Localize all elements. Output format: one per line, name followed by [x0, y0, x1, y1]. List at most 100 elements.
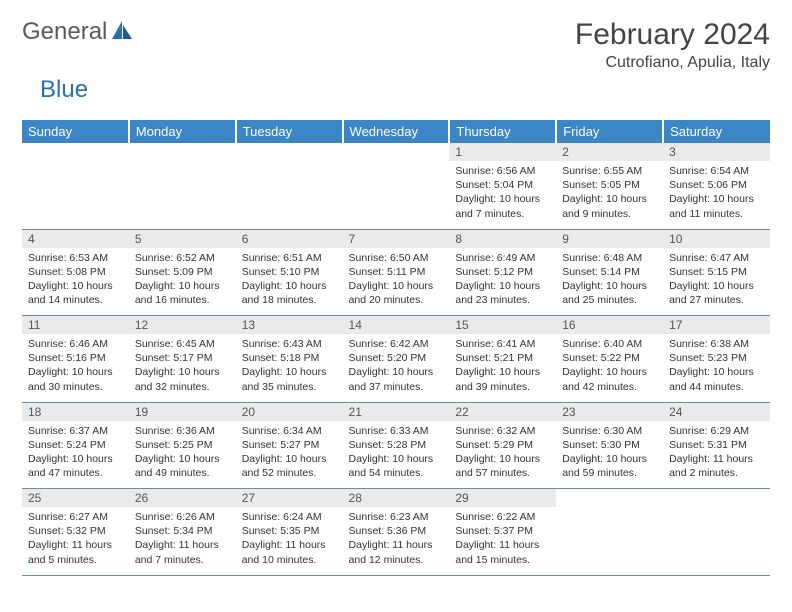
daylight-line: Daylight: 11 hours and 10 minutes.	[242, 538, 337, 566]
day-number-cell: 12	[129, 316, 236, 335]
day-number-cell: 28	[343, 489, 450, 508]
sunrise-line: Sunrise: 6:33 AM	[349, 424, 444, 438]
sunset-line: Sunset: 5:17 PM	[135, 351, 230, 365]
day-detail-cell: Sunrise: 6:56 AMSunset: 5:04 PMDaylight:…	[449, 161, 556, 229]
location: Cutrofiano, Apulia, Italy	[575, 54, 770, 72]
day-detail-cell: Sunrise: 6:27 AMSunset: 5:32 PMDaylight:…	[22, 507, 129, 575]
sunrise-line: Sunrise: 6:46 AM	[28, 337, 123, 351]
sunset-line: Sunset: 5:18 PM	[242, 351, 337, 365]
day-detail-cell: Sunrise: 6:40 AMSunset: 5:22 PMDaylight:…	[556, 334, 663, 402]
sunrise-line: Sunrise: 6:27 AM	[28, 510, 123, 524]
sunrise-line: Sunrise: 6:54 AM	[669, 164, 764, 178]
day-number-cell: 4	[22, 229, 129, 248]
day-detail-cell: Sunrise: 6:33 AMSunset: 5:28 PMDaylight:…	[343, 421, 450, 489]
day-detail-cell: Sunrise: 6:55 AMSunset: 5:05 PMDaylight:…	[556, 161, 663, 229]
day-header: Saturday	[663, 120, 770, 143]
day-detail-cell: Sunrise: 6:53 AMSunset: 5:08 PMDaylight:…	[22, 248, 129, 316]
sunrise-line: Sunrise: 6:23 AM	[349, 510, 444, 524]
day-number-cell: 2	[556, 143, 663, 161]
daylight-line: Daylight: 10 hours and 35 minutes.	[242, 365, 337, 393]
day-header: Thursday	[449, 120, 556, 143]
sunset-line: Sunset: 5:09 PM	[135, 265, 230, 279]
day-number-cell: 8	[449, 229, 556, 248]
day-detail-cell: Sunrise: 6:51 AMSunset: 5:10 PMDaylight:…	[236, 248, 343, 316]
day-detail-cell	[236, 161, 343, 229]
day-detail-cell: Sunrise: 6:46 AMSunset: 5:16 PMDaylight:…	[22, 334, 129, 402]
day-number-cell: 14	[343, 316, 450, 335]
day-detail-row: Sunrise: 6:37 AMSunset: 5:24 PMDaylight:…	[22, 421, 770, 489]
sunset-line: Sunset: 5:10 PM	[242, 265, 337, 279]
day-detail-cell: Sunrise: 6:36 AMSunset: 5:25 PMDaylight:…	[129, 421, 236, 489]
day-number-row: 2526272829	[22, 489, 770, 508]
title-block: February 2024 Cutrofiano, Apulia, Italy	[575, 18, 770, 72]
day-detail-row: Sunrise: 6:27 AMSunset: 5:32 PM Daylight:…	[22, 507, 770, 575]
day-number-cell: 26	[129, 489, 236, 508]
day-number-cell	[556, 489, 663, 508]
sunrise-line: Sunrise: 6:51 AM	[242, 251, 337, 265]
sunrise-line: Sunrise: 6:26 AM	[135, 510, 230, 524]
calendar-table: SundayMondayTuesdayWednesdayThursdayFrid…	[22, 120, 770, 576]
daylight-line: Daylight: 10 hours and 9 minutes.	[562, 192, 657, 220]
calendar-body: 123Sunrise: 6:56 AMSunset: 5:04 PMDaylig…	[22, 143, 770, 575]
sunrise-line: Sunrise: 6:45 AM	[135, 337, 230, 351]
day-detail-row: Sunrise: 6:53 AMSunset: 5:08 PM Daylight:…	[22, 248, 770, 316]
day-number-cell	[343, 143, 450, 161]
daylight-line: Daylight: 10 hours and 47 minutes.	[28, 452, 123, 480]
daylight-line: Daylight: 10 hours and 18 minutes.	[242, 279, 337, 307]
day-detail-cell: Sunrise: 6:41 AMSunset: 5:21 PMDaylight:…	[449, 334, 556, 402]
day-number-row: 45678910	[22, 229, 770, 248]
day-number-cell: 22	[449, 402, 556, 421]
day-number-cell: 11	[22, 316, 129, 335]
sunset-line: Sunset: 5:08 PM	[28, 265, 123, 279]
sunrise-line: Sunrise: 6:36 AM	[135, 424, 230, 438]
sunrise-line: Sunrise: 6:56 AM	[455, 164, 550, 178]
day-detail-cell: Sunrise: 6:50 AMSunset: 5:11 PMDaylight:…	[343, 248, 450, 316]
sunrise-line: Sunrise: 6:38 AM	[669, 337, 764, 351]
sunset-line: Sunset: 5:11 PM	[349, 265, 444, 279]
sunrise-line: Sunrise: 6:52 AM	[135, 251, 230, 265]
sunrise-line: Sunrise: 6:40 AM	[562, 337, 657, 351]
sunrise-line: Sunrise: 6:29 AM	[669, 424, 764, 438]
day-header: Friday	[556, 120, 663, 143]
day-detail-row: Sunrise: 6:46 AMSunset: 5:16 PMDaylight:…	[22, 334, 770, 402]
day-detail-cell: Sunrise: 6:26 AMSunset: 5:34 PMDaylight:…	[129, 507, 236, 575]
sunrise-line: Sunrise: 6:37 AM	[28, 424, 123, 438]
sunset-line: Sunset: 5:04 PM	[455, 178, 550, 192]
sunset-line: Sunset: 5:15 PM	[669, 265, 764, 279]
daylight-line: Daylight: 10 hours and 59 minutes.	[562, 452, 657, 480]
day-detail-cell	[556, 507, 663, 575]
day-number-cell: 21	[343, 402, 450, 421]
sunset-line: Sunset: 5:23 PM	[669, 351, 764, 365]
sunset-line: Sunset: 5:12 PM	[455, 265, 550, 279]
day-number-cell	[663, 489, 770, 508]
day-number-cell: 5	[129, 229, 236, 248]
day-detail-cell	[663, 507, 770, 575]
daylight-line: Daylight: 10 hours and 42 minutes.	[562, 365, 657, 393]
sunset-line: Sunset: 5:32 PM	[28, 524, 123, 538]
daylight-line: Daylight: 10 hours and 25 minutes.	[562, 279, 657, 307]
day-header: Monday	[129, 120, 236, 143]
day-header: Sunday	[22, 120, 129, 143]
day-detail-cell: Sunrise: 6:29 AMSunset: 5:31 PMDaylight:…	[663, 421, 770, 489]
sunrise-line: Sunrise: 6:55 AM	[562, 164, 657, 178]
day-number-cell: 9	[556, 229, 663, 248]
day-number-cell: 23	[556, 402, 663, 421]
daylight-line: Daylight: 10 hours and 7 minutes.	[455, 192, 550, 220]
sunrise-line: Sunrise: 6:22 AM	[455, 510, 550, 524]
sunrise-line: Sunrise: 6:41 AM	[455, 337, 550, 351]
daylight-line: Daylight: 10 hours and 32 minutes.	[135, 365, 230, 393]
day-detail-row: Sunrise: 6:56 AMSunset: 5:04 PMDaylight:…	[22, 161, 770, 229]
sunset-line: Sunset: 5:05 PM	[562, 178, 657, 192]
day-number-cell: 24	[663, 402, 770, 421]
day-detail-cell: Sunrise: 6:42 AMSunset: 5:20 PMDaylight:…	[343, 334, 450, 402]
day-number-cell: 20	[236, 402, 343, 421]
day-detail-cell: Sunrise: 6:47 AMSunset: 5:15 PMDaylight:…	[663, 248, 770, 316]
sunset-line: Sunset: 5:29 PM	[455, 438, 550, 452]
day-detail-cell	[22, 161, 129, 229]
daylight-line: Daylight: 10 hours and 30 minutes.	[28, 365, 123, 393]
logo-sail-icon	[111, 20, 133, 40]
daylight-line: Daylight: 11 hours and 15 minutes.	[455, 538, 550, 566]
day-number-cell: 15	[449, 316, 556, 335]
sunrise-line: Sunrise: 6:53 AM	[28, 251, 123, 265]
sunset-line: Sunset: 5:22 PM	[562, 351, 657, 365]
